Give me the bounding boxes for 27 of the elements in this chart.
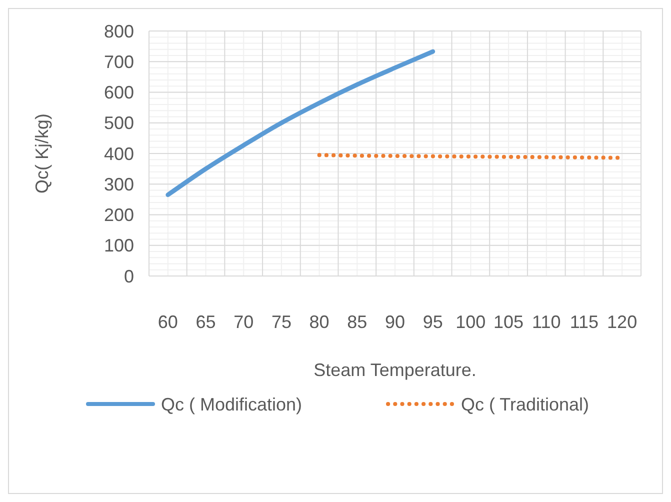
x-tick-label: 105 [494, 312, 524, 332]
y-tick-label: 100 [104, 236, 134, 256]
x-tick-label: 100 [456, 312, 486, 332]
y-tick-label: 0 [124, 266, 134, 286]
x-tick-label: 60 [158, 312, 178, 332]
y-tick-label: 300 [104, 174, 134, 194]
y-axis-title: Qc( Kj/kg) [32, 113, 52, 194]
x-tick-label: 85 [347, 312, 368, 332]
legend-label: Qc ( Traditional) [461, 394, 590, 414]
line-series [166, 49, 436, 198]
y-tick-label: 800 [104, 21, 134, 42]
x-tick-label: 120 [607, 312, 638, 332]
y-tick-label: 200 [104, 205, 134, 226]
y-tick-label: 500 [104, 113, 134, 134]
x-tick-label: 70 [234, 312, 254, 332]
y-tick-label: 700 [104, 52, 134, 72]
x-tick-label: 65 [196, 312, 216, 332]
x-tick-label: 110 [532, 312, 561, 332]
x-tick-label: 115 [570, 312, 599, 332]
y-tick-label: 600 [104, 82, 134, 103]
x-tick-label: 75 [271, 312, 292, 332]
x-axis-title: Steam Temperature. [314, 360, 476, 380]
x-tick-label: 95 [422, 312, 443, 332]
legend-label: Qc ( Modification) [161, 394, 302, 414]
x-tick-label: 90 [384, 312, 406, 332]
y-tick-label: 400 [104, 144, 134, 164]
x-tick-label: 80 [309, 312, 330, 332]
